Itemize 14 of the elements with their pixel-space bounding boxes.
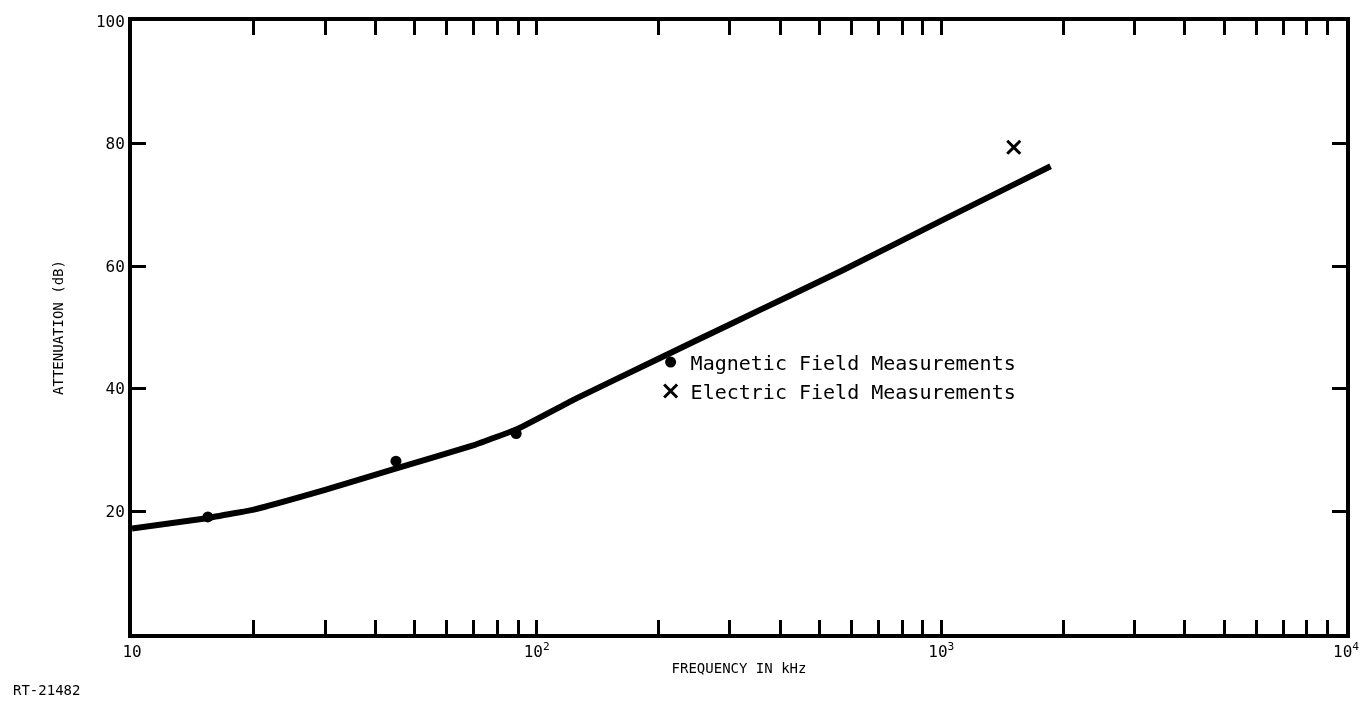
x-tick-label: 10$^{3}$ bbox=[928, 640, 955, 662]
x-tick-label: 10 bbox=[122, 642, 142, 662]
y-axis-title: ATTENUATION (dB) bbox=[49, 260, 66, 395]
legend-label: Magnetic Field Measurements bbox=[690, 350, 1016, 375]
x-tick-label: 10$^{4}$ bbox=[1332, 640, 1360, 662]
text: RT-21482 bbox=[13, 682, 81, 698]
x-axis-title: FREQUENCY IN kHz bbox=[671, 660, 807, 676]
y-tick-label: 40 bbox=[105, 379, 125, 399]
y-tick-label: 100 bbox=[95, 11, 125, 31]
legend-label: Electric Field Measurements bbox=[690, 379, 1016, 404]
y-tick-label: 60 bbox=[105, 256, 125, 276]
x-tick-label: 10$^{2}$ bbox=[523, 640, 550, 662]
y-tick-label: 80 bbox=[105, 134, 125, 154]
y-tick-label: 20 bbox=[105, 502, 125, 521]
